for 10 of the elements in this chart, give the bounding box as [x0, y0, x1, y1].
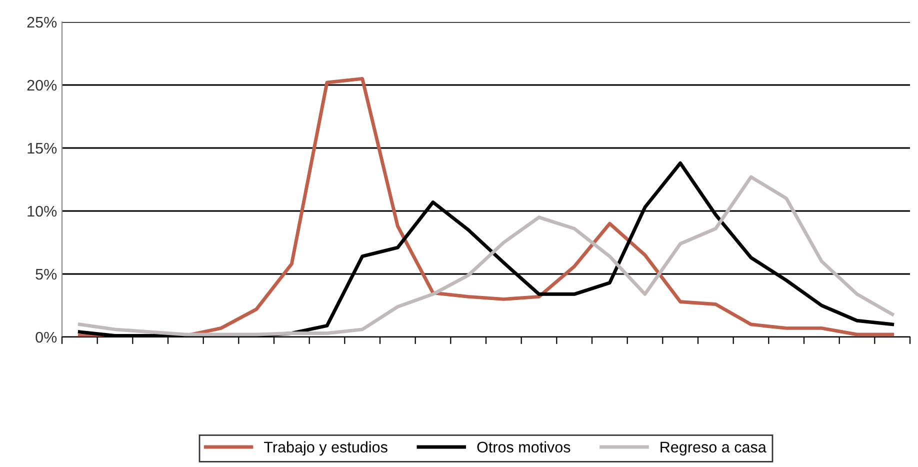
y-tick-label: 25%	[27, 16, 57, 28]
y-tick-label: 20%	[27, 80, 57, 91]
legend-label: Trabajo y estudios	[264, 441, 388, 456]
y-tick-label: 15%	[28, 142, 57, 154]
y-tick-label: 10%	[28, 206, 57, 217]
legend-label: Regreso a casa	[660, 442, 766, 456]
y-tick-label: 0%	[36, 332, 57, 343]
line-series	[78, 76, 894, 337]
y-tick-label: 5%	[36, 268, 57, 280]
legend-label: Otros motivos	[477, 441, 570, 453]
